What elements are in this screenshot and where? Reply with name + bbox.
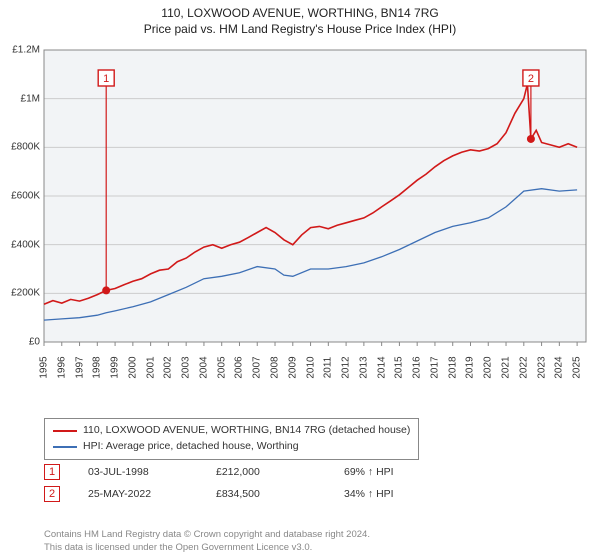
x-axis-label: 2012 (341, 356, 352, 378)
legend-swatch-red (53, 430, 77, 432)
legend-item-hpi: HPI: Average price, detached house, Wort… (53, 439, 410, 455)
x-axis-label: 2007 (252, 356, 263, 378)
sale-date: 25-MAY-2022 (88, 488, 188, 500)
x-axis-label: 2020 (483, 356, 494, 378)
legend-label: HPI: Average price, detached house, Wort… (83, 439, 299, 455)
sale-row: 2 25-MAY-2022 £834,500 34% ↑ HPI (44, 486, 572, 502)
x-axis-label: 1996 (56, 356, 67, 378)
legend-label: 110, LOXWOOD AVENUE, WORTHING, BN14 7RG … (83, 423, 410, 439)
x-axis-label: 2004 (198, 356, 209, 378)
x-axis-label: 2023 (536, 356, 547, 378)
x-axis-label: 2014 (376, 356, 387, 378)
svg-text:1: 1 (103, 73, 109, 85)
y-axis-label: £1M (2, 93, 40, 104)
x-axis-label: 1997 (74, 356, 85, 378)
x-axis-label: 1998 (92, 356, 103, 378)
sale-hpi: 34% ↑ HPI (344, 488, 444, 500)
x-axis-label: 2019 (465, 356, 476, 378)
chart-container: 110, LOXWOOD AVENUE, WORTHING, BN14 7RG … (0, 0, 600, 560)
x-axis-label: 1995 (39, 356, 50, 378)
sale-date: 03-JUL-1998 (88, 466, 188, 478)
x-axis-label: 2015 (394, 356, 405, 378)
x-axis-label: 2025 (572, 356, 583, 378)
legend: 110, LOXWOOD AVENUE, WORTHING, BN14 7RG … (44, 418, 419, 460)
x-axis-label: 2006 (234, 356, 245, 378)
x-axis-label: 1999 (110, 356, 121, 378)
x-axis-label: 2017 (429, 356, 440, 378)
x-axis-label: 2002 (163, 356, 174, 378)
x-axis-label: 2005 (216, 356, 227, 378)
y-axis-label: £0 (2, 337, 40, 348)
footer-attribution: Contains HM Land Registry data © Crown c… (44, 529, 370, 554)
sale-row: 1 03-JUL-1998 £212,000 69% ↑ HPI (44, 464, 572, 480)
x-axis-label: 2008 (270, 356, 281, 378)
sale-price: £212,000 (216, 466, 316, 478)
x-axis-label: 2010 (305, 356, 316, 378)
x-axis-label: 2022 (518, 356, 529, 378)
x-axis-label: 2013 (358, 356, 369, 378)
x-axis-label: 2011 (323, 357, 334, 379)
footer-line2: This data is licensed under the Open Gov… (44, 542, 370, 554)
svg-text:2: 2 (528, 73, 534, 85)
x-axis-label: 2000 (127, 356, 138, 378)
y-axis-label: £200K (2, 288, 40, 299)
chart-title: 110, LOXWOOD AVENUE, WORTHING, BN14 7RG (0, 6, 600, 20)
y-axis-label: £600K (2, 191, 40, 202)
x-axis-label: 2018 (447, 356, 458, 378)
sale-hpi: 69% ↑ HPI (344, 466, 444, 478)
y-axis-label: £400K (2, 239, 40, 250)
sale-marker-icon: 2 (44, 486, 60, 502)
sales-table: 1 03-JUL-1998 £212,000 69% ↑ HPI 2 25-MA… (44, 464, 572, 508)
chart-area: 1 2 £0 £200K £400K £600K £800K £1M £1.2M 1995 199… (0, 42, 600, 412)
legend-item-property: 110, LOXWOOD AVENUE, WORTHING, BN14 7RG … (53, 423, 410, 439)
y-axis-label: £800K (2, 142, 40, 153)
sale-price: £834,500 (216, 488, 316, 500)
footer-line1: Contains HM Land Registry data © Crown c… (44, 529, 370, 541)
x-axis-label: 2001 (145, 356, 156, 378)
x-axis-label: 2003 (181, 356, 192, 378)
y-axis-label: £1.2M (2, 45, 40, 56)
legend-swatch-blue (53, 446, 77, 448)
title-block: 110, LOXWOOD AVENUE, WORTHING, BN14 7RG … (0, 0, 600, 38)
x-axis-label: 2016 (412, 356, 423, 378)
sale-marker-icon: 1 (44, 464, 60, 480)
x-axis-label: 2024 (554, 356, 565, 378)
x-axis-label: 2021 (501, 356, 512, 378)
chart-subtitle: Price paid vs. HM Land Registry's House … (0, 22, 600, 36)
x-axis-label: 2009 (287, 356, 298, 378)
